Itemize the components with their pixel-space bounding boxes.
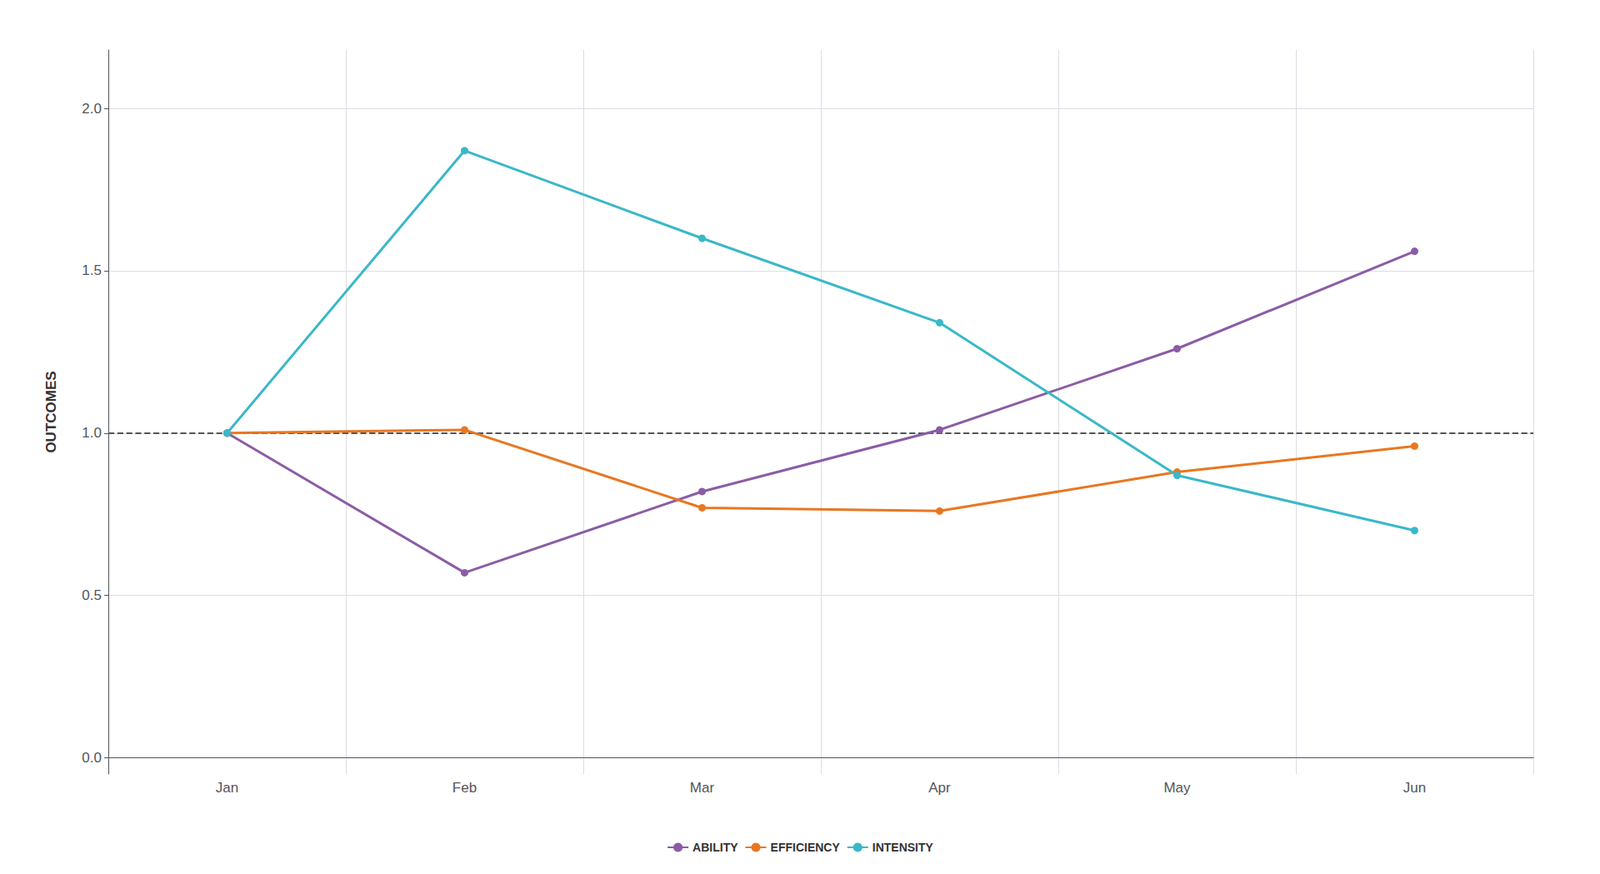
svg-text:May: May [1163, 780, 1191, 796]
svg-text:0.5: 0.5 [81, 587, 102, 604]
svg-text:Jun: Jun [1403, 780, 1426, 796]
svg-text:0.0: 0.0 [81, 750, 102, 766]
svg-text:1.5: 1.5 [81, 262, 102, 279]
svg-text:1.0: 1.0 [81, 425, 102, 441]
svg-text:Feb: Feb [452, 780, 477, 796]
svg-text:Apr: Apr [928, 780, 951, 796]
svg-text:EFFICIENCY: EFFICIENCY [770, 840, 841, 855]
svg-text:INTENSITY: INTENSITY [872, 840, 935, 855]
svg-text:2.0: 2.0 [81, 100, 102, 117]
svg-text:Jan: Jan [215, 780, 239, 796]
svg-text:OUTCOMES: OUTCOMES [43, 370, 60, 453]
svg-text:ABILITY: ABILITY [692, 840, 739, 855]
svg-text:Mar: Mar [690, 780, 715, 796]
